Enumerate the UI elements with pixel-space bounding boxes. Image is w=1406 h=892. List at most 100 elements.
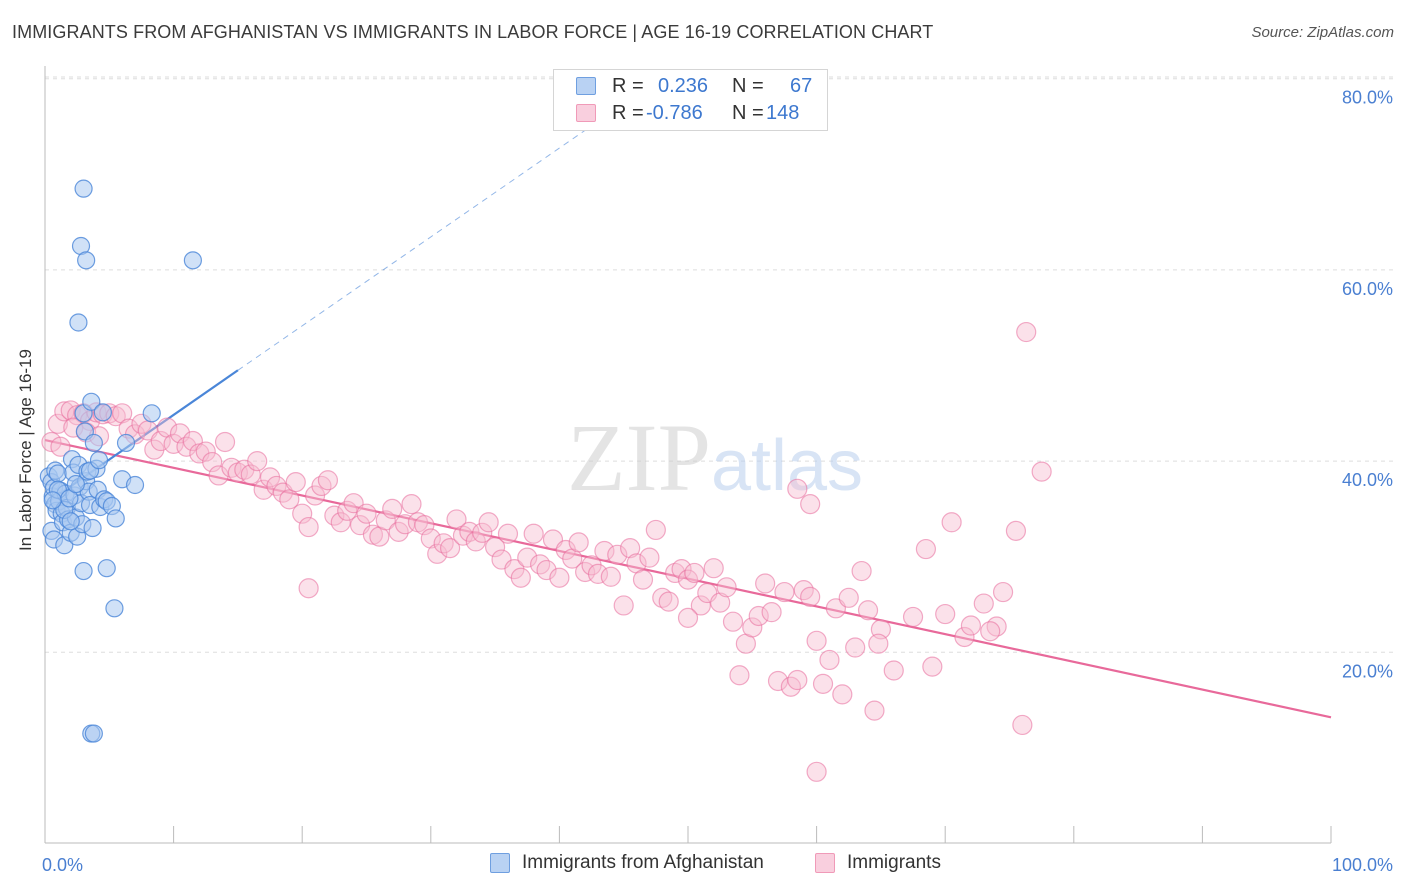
- point-immigrants: [382, 498, 403, 519]
- point-immigrants: [292, 503, 313, 524]
- point-afghanistan: [82, 392, 101, 411]
- point-immigrants: [652, 587, 673, 608]
- point-immigrants: [761, 602, 782, 623]
- pink-swatch: [576, 104, 596, 122]
- point-afghanistan: [48, 464, 67, 483]
- point-afghanistan: [116, 433, 136, 453]
- point-immigrants: [658, 591, 679, 612]
- r-value: 0.236: [658, 74, 709, 97]
- blue-swatch: [490, 853, 510, 873]
- stats-row-afghanistan: R = 0.236 N = 67: [554, 73, 827, 99]
- point-immigrants: [671, 559, 692, 580]
- point-immigrants: [902, 606, 924, 628]
- point-immigrants: [195, 441, 216, 462]
- chart-title: IMMIGRANTS FROM AFGHANISTAN VS IMMIGRANT…: [12, 22, 934, 42]
- point-immigrants: [311, 475, 332, 497]
- point-immigrants: [716, 577, 737, 598]
- point-immigrants: [819, 649, 840, 671]
- point-immigrants: [401, 494, 422, 515]
- point-afghanistan: [66, 474, 85, 494]
- point-immigrants: [851, 560, 872, 582]
- x-tick-label: 100.0%: [1332, 855, 1393, 875]
- point-immigrants: [710, 592, 731, 613]
- point-immigrants: [690, 595, 711, 616]
- trendline-afghanistan-extension: [237, 116, 605, 371]
- point-immigrants: [510, 567, 531, 588]
- point-immigrants: [530, 554, 551, 575]
- point-afghanistan: [106, 509, 125, 528]
- point-immigrants: [452, 525, 474, 546]
- stats-row-immigrants: R = -0.786 N = 148: [554, 100, 827, 126]
- point-afghanistan: [142, 404, 161, 423]
- r-label: R =: [612, 101, 644, 124]
- point-afghanistan: [84, 724, 103, 743]
- point-immigrants: [41, 431, 62, 453]
- point-afghanistan: [43, 491, 62, 510]
- trendline-immigrants: [44, 438, 1332, 719]
- point-immigrants: [253, 479, 274, 500]
- point-immigrants: [845, 637, 866, 658]
- watermark-atlas: atlas: [711, 426, 863, 506]
- point-immigrants: [639, 547, 660, 568]
- point-immigrants: [935, 603, 956, 625]
- point-immigrants: [607, 544, 628, 565]
- point-afghanistan: [125, 475, 145, 495]
- point-afghanistan: [93, 403, 112, 422]
- y-tick-label: 40.0%: [1342, 470, 1393, 490]
- point-immigrants: [838, 587, 859, 608]
- point-immigrants: [922, 656, 943, 677]
- y-tick-label: 20.0%: [1342, 661, 1393, 681]
- point-afghanistan: [89, 451, 109, 470]
- y-tick-label: 60.0%: [1342, 279, 1393, 299]
- point-immigrants: [247, 451, 268, 472]
- point-immigrants: [298, 516, 319, 538]
- point-immigrants: [1005, 520, 1027, 541]
- point-immigrants: [677, 607, 699, 628]
- point-immigrants: [703, 558, 724, 579]
- point-immigrants: [568, 532, 589, 553]
- data-points: [39, 179, 1052, 782]
- point-immigrants: [812, 673, 834, 694]
- point-immigrants: [960, 615, 982, 636]
- point-afghanistan: [74, 561, 93, 581]
- x-tick-label: 0.0%: [42, 855, 83, 875]
- point-immigrants: [202, 451, 223, 473]
- point-immigrants: [317, 470, 339, 491]
- point-immigrants: [1012, 714, 1033, 736]
- point-immigrants: [485, 537, 506, 558]
- point-immigrants: [832, 684, 853, 705]
- legend-label: Immigrants from Afghanistan: [522, 852, 764, 873]
- point-immigrants: [523, 523, 544, 544]
- point-immigrants: [645, 519, 666, 541]
- point-immigrants: [50, 436, 71, 457]
- point-immigrants: [414, 515, 435, 536]
- point-immigrants: [632, 569, 654, 590]
- point-immigrants: [973, 593, 994, 614]
- series-legend: Immigrants from Afghanistan Immigrants: [0, 852, 1406, 876]
- point-immigrants: [774, 581, 795, 603]
- point-immigrants: [356, 503, 377, 524]
- n-value: 67: [790, 74, 813, 97]
- point-immigrants: [800, 494, 821, 515]
- point-immigrants: [915, 538, 937, 560]
- point-immigrants: [587, 563, 609, 585]
- point-immigrants: [748, 605, 769, 627]
- point-immigrants: [684, 562, 705, 584]
- point-immigrants: [600, 566, 621, 587]
- point-afghanistan: [84, 433, 103, 453]
- stats-legend: R = 0.236 N = 67 R = -0.786 N = 148: [553, 69, 828, 131]
- watermark: ZIPatlas: [567, 404, 863, 511]
- point-immigrants: [864, 700, 885, 721]
- legend-item-afghanistan[interactable]: Immigrants from Afghanistan: [490, 852, 764, 874]
- legend-label: Immigrants: [847, 852, 941, 873]
- r-value: -0.786: [646, 101, 703, 124]
- legend-item-immigrants[interactable]: Immigrants: [815, 852, 941, 874]
- point-immigrants: [427, 543, 448, 564]
- point-immigrants: [806, 761, 827, 782]
- point-immigrants: [208, 465, 229, 486]
- point-immigrants: [722, 611, 744, 632]
- point-immigrants: [47, 413, 68, 434]
- point-immigrants: [298, 578, 319, 599]
- point-immigrants: [613, 595, 634, 616]
